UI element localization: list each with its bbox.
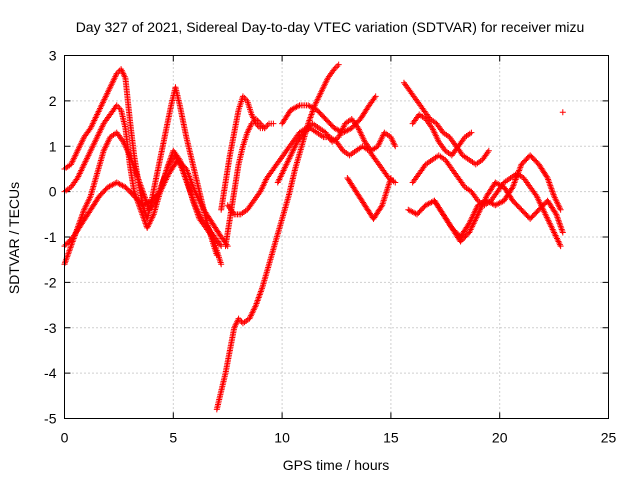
series-track-13 [409,111,475,159]
data-point [557,206,564,213]
x-tick-labels: 0 5 10 15 20 25 [61,430,617,446]
data-point [468,129,475,136]
data-point-interp [260,123,267,130]
data-point-interp [412,210,419,217]
y-tick-label: -1 [44,229,57,245]
x-tick-label: 20 [492,430,508,446]
series-track-12 [400,79,492,168]
data-point-interp [258,122,265,129]
x-tick-label: 15 [383,430,399,446]
series-track-4 [61,156,231,250]
data-point-interp [334,63,341,70]
y-tick-label: -5 [44,411,57,427]
data-point [392,179,399,186]
y-tick-labels: -5 -4 -3 -2 -1 0 1 2 3 [44,48,57,427]
series-outliers [559,109,566,116]
y-tick-label: 3 [49,48,57,64]
series-track-6 [218,93,277,213]
y-tick-label: 1 [49,138,57,154]
y-tick-label: 2 [49,93,57,109]
data-point [485,147,492,154]
data-point [335,61,342,68]
y-axis-label: SDTVAR / TECUs [6,182,22,294]
data-point-interp [543,173,550,180]
data-point [559,229,566,236]
x-tick-label: 5 [169,430,177,446]
data-point [372,93,379,100]
data-points [61,61,566,413]
data-point [270,120,277,127]
y-tick-label: -4 [44,365,57,381]
series-track-5 [213,61,342,413]
data-point [218,261,225,268]
data-point-interp [295,103,302,110]
series-track-11 [344,175,394,222]
data-point-interp [508,185,515,192]
grid [64,55,609,419]
data-point [387,175,394,182]
data-point [559,109,566,116]
data-point [557,243,564,250]
x-tick-label: 0 [61,430,69,446]
plot-frame [64,55,609,419]
series-track-9 [274,125,399,186]
series-track-7 [222,116,268,250]
y-tick-label: -2 [44,274,57,290]
y-tick-label: 0 [49,184,57,200]
data-point-interp [264,122,271,129]
data-point-interp [255,119,262,126]
data-point [392,143,399,150]
chart-title: Day 327 of 2021, Sidereal Day-to-day VTE… [76,19,585,35]
series-track-10 [279,93,379,136]
data-point-interp [378,203,385,210]
data-point [261,125,268,132]
x-tick-label: 25 [601,430,617,446]
y-tick-label: -3 [44,320,57,336]
x-tick-label: 10 [274,430,290,446]
series-track-16 [431,179,566,245]
series-track-14 [409,152,564,250]
data-point-interp [552,209,559,216]
x-axis-label: GPS time / hours [283,457,390,473]
